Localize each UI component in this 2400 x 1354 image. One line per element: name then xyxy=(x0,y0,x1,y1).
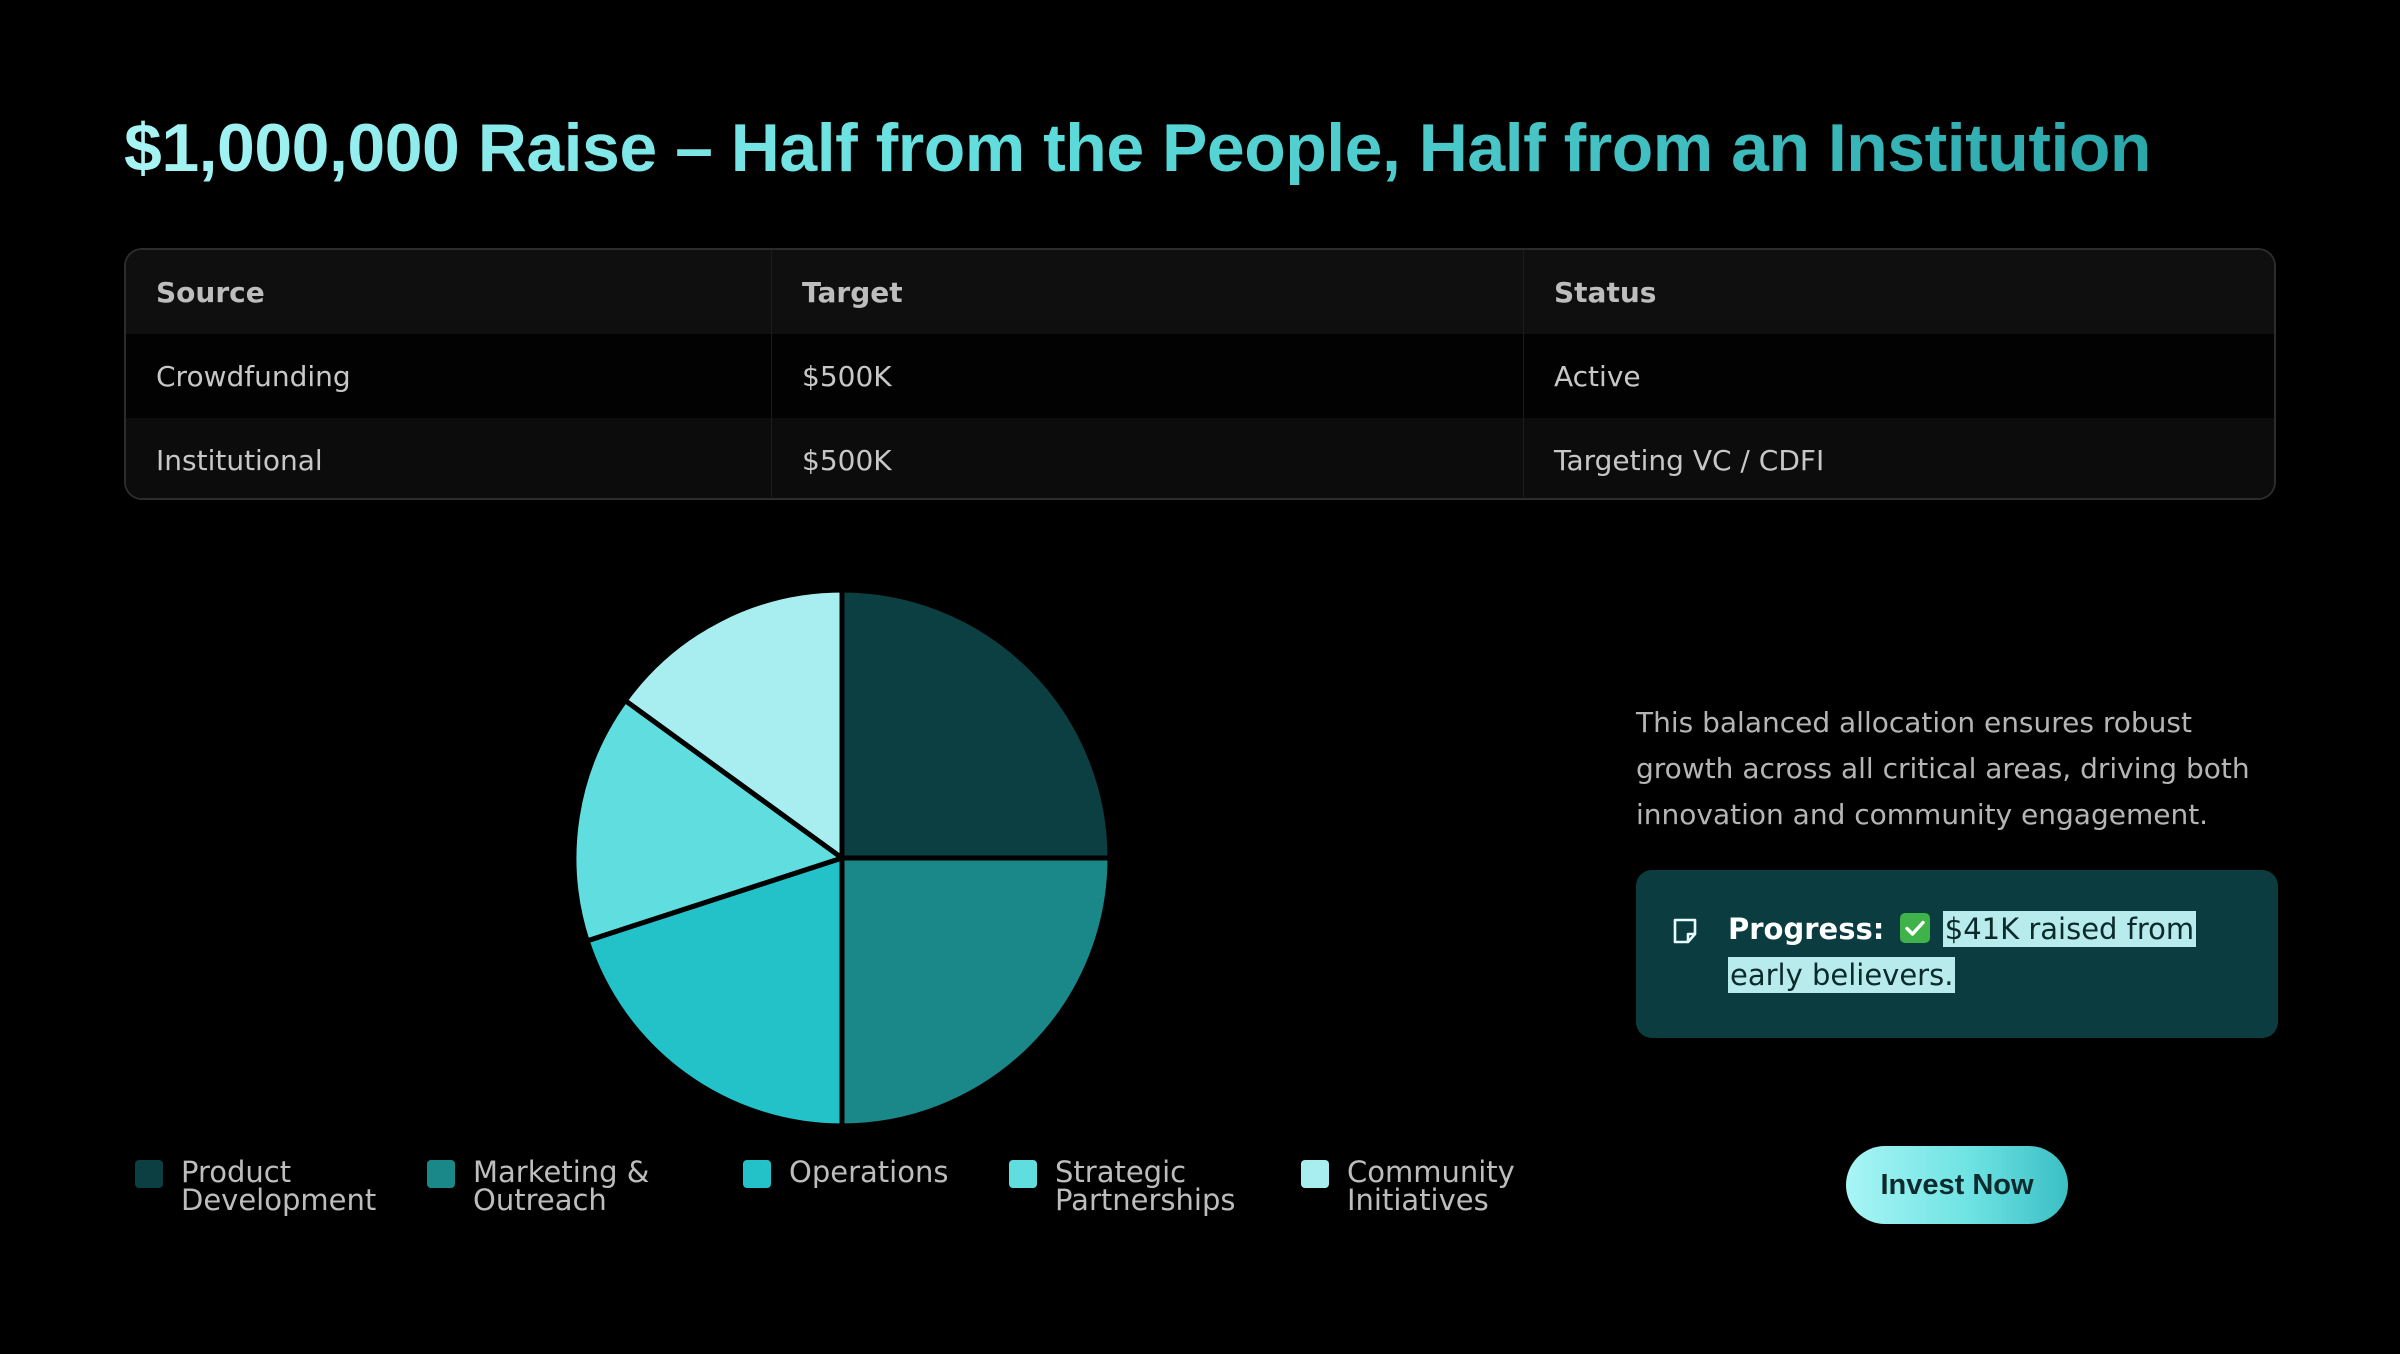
legend-swatch xyxy=(427,1160,455,1188)
table-header-cell: Source xyxy=(126,250,772,334)
progress-text: Progress: $41K raised from early believe… xyxy=(1728,906,2248,998)
pie-slice-strategic-partnerships xyxy=(572,697,845,944)
invest-now-button[interactable]: Invest Now xyxy=(1846,1146,2068,1224)
pie-slice-marketing-outreach xyxy=(839,855,1112,1128)
funding-table: Source Target Status Crowdfunding $500K … xyxy=(124,248,2276,500)
legend-label: Product Development xyxy=(181,1155,377,1217)
table-cell: $500K xyxy=(772,334,1524,418)
legend-item-strategic-partnerships: Strategic Partnerships xyxy=(1009,1155,1301,1217)
table-cell: $500K xyxy=(772,418,1524,498)
legend-swatch xyxy=(1301,1160,1329,1188)
check-icon xyxy=(1899,913,1930,943)
table-row: Crowdfunding $500K Active xyxy=(126,334,2274,418)
legend-label: Marketing & Outreach xyxy=(473,1155,650,1217)
table-cell: Institutional xyxy=(126,418,772,498)
table-header-row: Source Target Status xyxy=(126,250,2274,334)
pie-slice-community-initiatives xyxy=(622,588,845,861)
progress-label: Progress: xyxy=(1728,912,1885,946)
legend-label: Operations xyxy=(789,1155,949,1189)
table-header-cell: Status xyxy=(1554,275,1657,309)
legend-label: Community Initiatives xyxy=(1347,1155,1515,1217)
legend-swatch xyxy=(1009,1160,1037,1188)
allocation-pie-chart xyxy=(572,588,1112,1128)
legend-item-operations: Operations xyxy=(743,1158,1009,1214)
legend-item-product-development: Product Development xyxy=(135,1155,427,1217)
legend-item-marketing-outreach: Marketing & Outreach xyxy=(427,1155,743,1217)
allocation-description: This balanced allocation ensures robust … xyxy=(1636,706,2250,831)
pie-slice-product-development xyxy=(839,588,1112,861)
legend-swatch xyxy=(743,1160,771,1188)
legend-swatch xyxy=(135,1160,163,1188)
legend-label: Strategic Partnerships xyxy=(1055,1155,1236,1217)
table-header-cell: Target xyxy=(772,250,1524,334)
table-cell: Targeting VC / CDFI xyxy=(1554,443,1825,477)
pie-slice-operations xyxy=(584,855,845,1128)
note-icon xyxy=(1673,918,1697,944)
table-cell: Crowdfunding xyxy=(126,334,772,418)
pie-svg xyxy=(572,588,1112,1128)
legend-item-community-initiatives: Community Initiatives xyxy=(1301,1155,1541,1217)
table-cell: Active xyxy=(1554,359,1641,393)
page-title: $1,000,000 Raise – Half from the People,… xyxy=(124,98,2151,198)
table-row: Institutional $500K Targeting VC / CDFI xyxy=(126,418,2274,498)
progress-callout: Progress: $41K raised from early believe… xyxy=(1636,870,2278,1038)
chart-legend: Product Development Marketing & Outreach… xyxy=(135,1155,1541,1217)
